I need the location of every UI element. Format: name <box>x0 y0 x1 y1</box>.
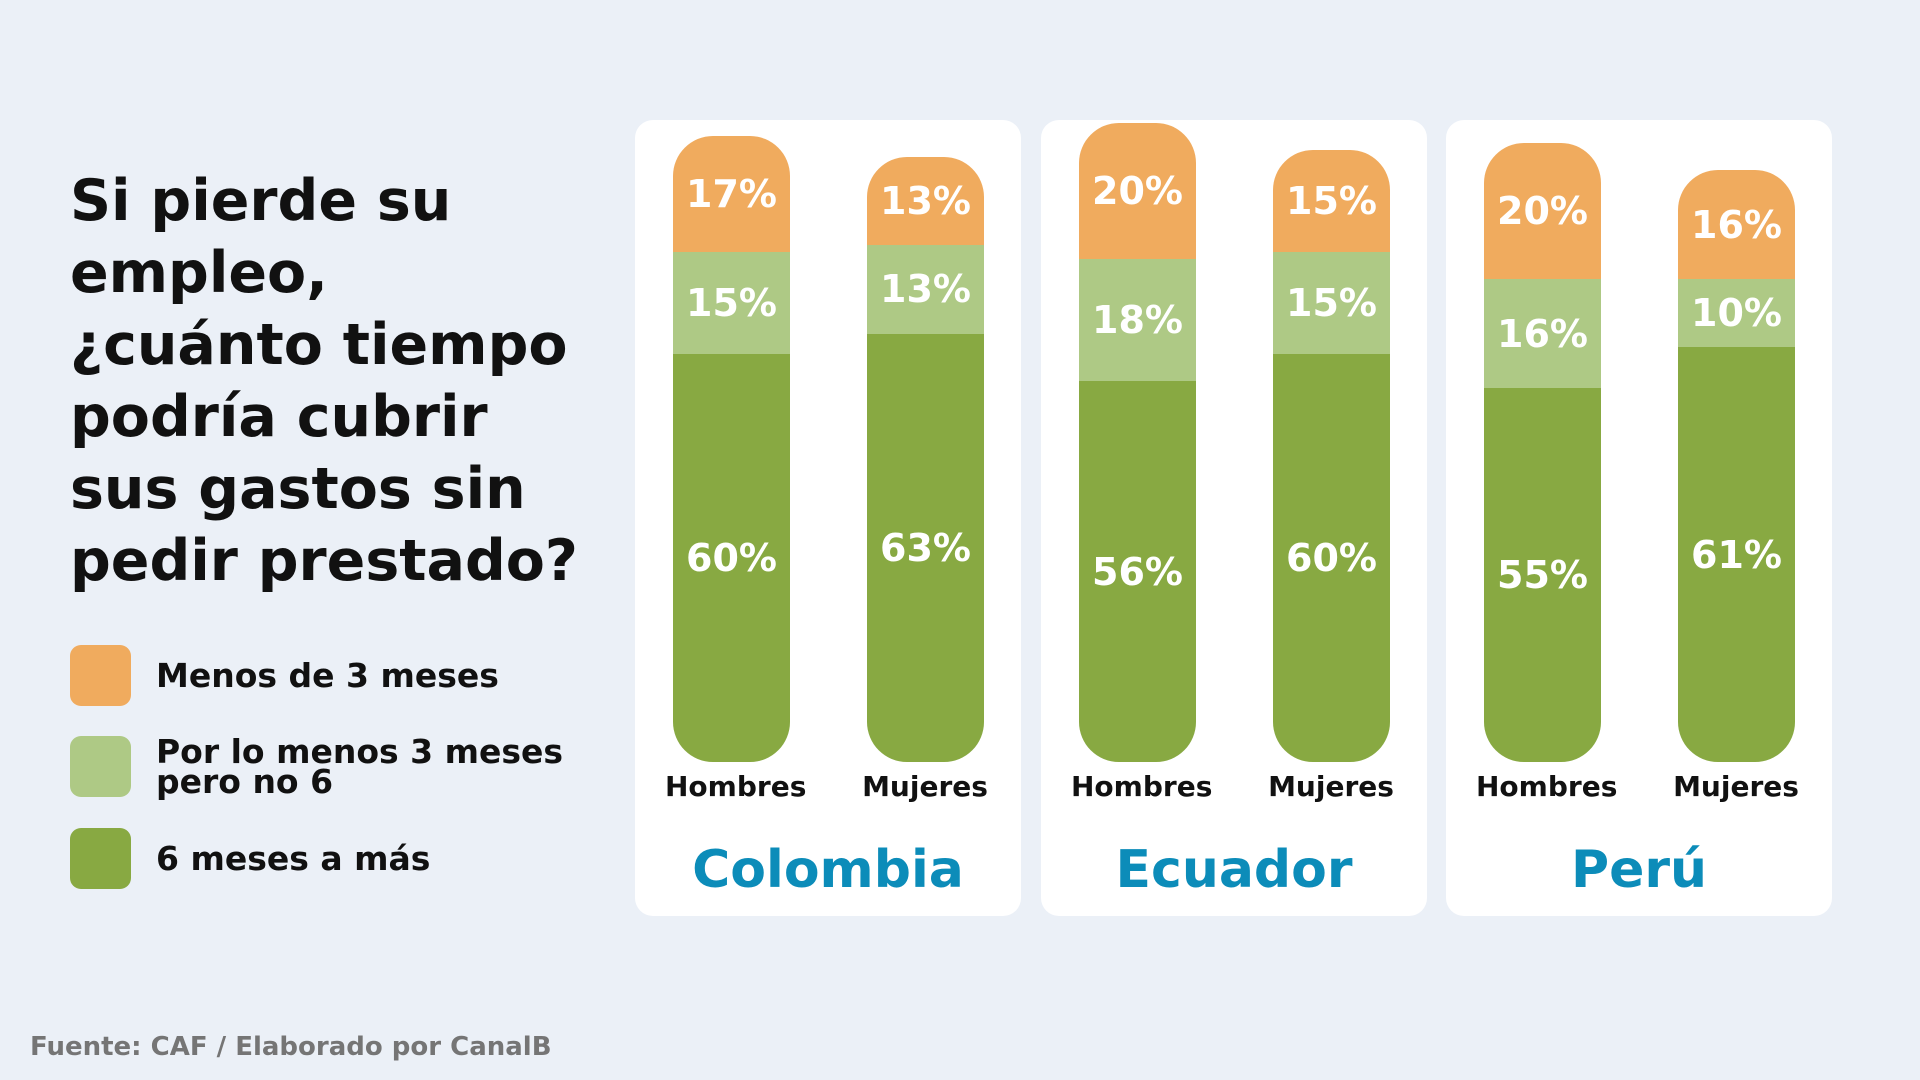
stacked-bar: 20% 16% 55% <box>1484 143 1601 762</box>
bar-segment-6-meses-a-mas: 56% <box>1079 381 1196 762</box>
source-note: Fuente: CAF / Elaborado por CanalB <box>30 1032 552 1062</box>
legend-item-3-a-6: Por lo menos 3 meses pero no 6 <box>70 735 590 798</box>
legend-item-6-mas: 6 meses a más <box>70 828 590 890</box>
legend-label: Menos de 3 meses <box>156 656 499 695</box>
legend-swatch-light-green <box>70 736 131 797</box>
stacked-bar: 15% 15% 60% <box>1273 150 1390 762</box>
legend-label: Por lo menos 3 meses pero no 6 <box>156 732 564 801</box>
bar-segment-3-a-6-meses: 18% <box>1079 258 1196 382</box>
bar-segment-menos-3-meses: 16% <box>1678 170 1795 280</box>
stacked-bar: 13% 13% 63% <box>867 156 984 762</box>
x-label-hombres: Hombres <box>665 770 807 803</box>
bar-segment-6-meses-a-mas: 60% <box>673 353 790 762</box>
bar-segment-menos-3-meses: 17% <box>673 136 790 252</box>
stacked-bar: 16% 10% 61% <box>1678 170 1795 762</box>
legend-label: 6 meses a más <box>156 839 431 878</box>
legend-swatch-orange <box>70 645 131 706</box>
bar-segment-menos-3-meses: 20% <box>1484 143 1601 280</box>
stacked-bar: 17% 15% 60% <box>673 136 790 762</box>
bar-segment-3-a-6-meses: 16% <box>1484 279 1601 388</box>
country-label: Perú <box>1570 840 1708 900</box>
bar-segment-6-meses-a-mas: 60% <box>1273 354 1390 762</box>
legend-item-menos-3: Menos de 3 meses <box>70 645 590 707</box>
bar-segment-3-a-6-meses: 15% <box>673 251 790 354</box>
x-label-mujeres: Mujeres <box>862 770 988 803</box>
bar-segment-menos-3-meses: 13% <box>867 156 984 246</box>
bar-segment-6-meses-a-mas: 63% <box>867 333 984 762</box>
country-label: Colombia <box>692 840 964 900</box>
bar-segment-3-a-6-meses: 15% <box>1273 252 1390 354</box>
legend-swatch-green <box>70 828 131 889</box>
bar-segment-3-a-6-meses: 13% <box>867 245 984 334</box>
bar-segment-3-a-6-meses: 10% <box>1678 279 1795 348</box>
stacked-bar: 20% 18% 56% <box>1079 122 1196 762</box>
x-label-hombres: Hombres <box>1476 770 1618 803</box>
chart-title: Si pierde su empleo, ¿cuánto tiempo podr… <box>70 168 578 594</box>
country-label: Ecuador <box>1115 840 1353 900</box>
bar-segment-menos-3-meses: 15% <box>1273 150 1390 252</box>
bar-segment-6-meses-a-mas: 55% <box>1484 387 1601 762</box>
bar-segment-6-meses-a-mas: 61% <box>1678 347 1795 762</box>
x-label-hombres: Hombres <box>1071 770 1213 803</box>
bar-segment-menos-3-meses: 20% <box>1079 122 1196 259</box>
x-label-mujeres: Mujeres <box>1673 770 1799 803</box>
x-label-mujeres: Mujeres <box>1268 770 1394 803</box>
